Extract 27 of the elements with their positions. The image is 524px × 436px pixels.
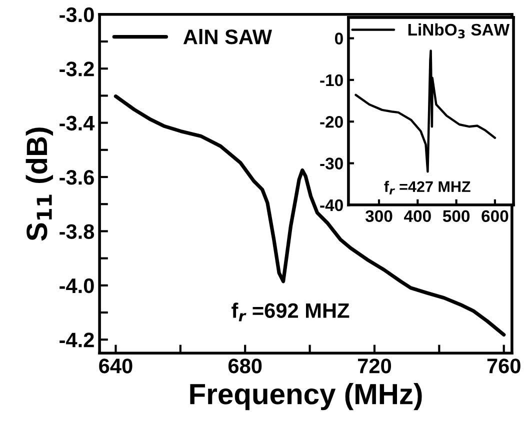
y-tick-label: -10 <box>320 74 343 86</box>
x-axis-title: Frequency (MHz) <box>190 382 422 410</box>
x-tick-label: 720 <box>358 358 392 374</box>
y-tick-label: -3.8 <box>60 224 94 239</box>
y-tick-label: -4.2 <box>60 332 94 348</box>
y-tick-label: 0 <box>334 32 343 44</box>
annotation: f$_{r}$ =692 MHZ <box>232 302 350 322</box>
y-tick-label: -3.6 <box>60 170 94 185</box>
x-tick-label: 300 <box>365 210 392 222</box>
x-tick-label: 680 <box>228 358 262 374</box>
x-tick-label: 640 <box>99 358 132 374</box>
y-tick-label: -3.2 <box>60 62 94 76</box>
y-tick-label: -3.0 <box>60 7 94 22</box>
y-tick-label: -4.0 <box>60 278 94 294</box>
y-tick-label: -3.4 <box>60 116 95 131</box>
y-tick-label: -40 <box>320 199 343 212</box>
legend-label: AlN SAW <box>183 28 272 44</box>
x-tick-label: 760 <box>487 358 520 374</box>
y-axis-title: S$_{11}$ (dB) <box>26 128 54 241</box>
x-tick-label: 400 <box>404 210 431 222</box>
annotation: f$_{r}$ =427 MHZ <box>384 180 470 194</box>
x-tick-label: 600 <box>482 210 508 222</box>
y-tick-label: -30 <box>320 158 343 170</box>
legend-label: LiNbO$_{3}$ SAW <box>408 23 510 38</box>
y-tick-label: -20 <box>320 116 343 128</box>
x-tick-label: 500 <box>442 210 470 222</box>
line-series <box>354 50 496 173</box>
